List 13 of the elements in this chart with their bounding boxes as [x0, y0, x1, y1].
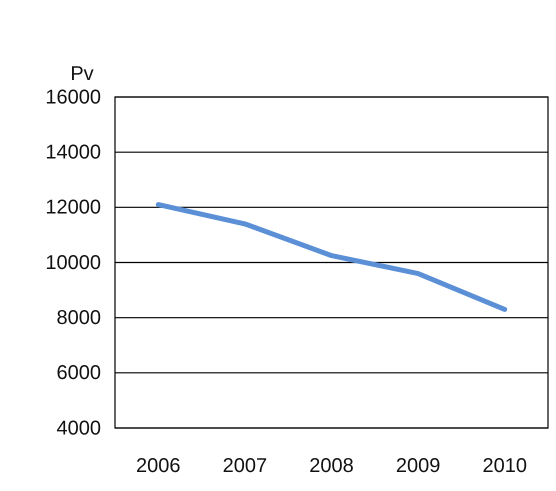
y-tick-label: 10000 — [45, 252, 101, 274]
y-tick-label: 4000 — [56, 417, 101, 440]
x-tick-label: 2007 — [222, 455, 268, 478]
x-tick-label: 2010 — [482, 455, 527, 478]
y-tick-label: 8000 — [56, 307, 101, 330]
y-tick-label: 14000 — [45, 142, 101, 164]
x-tick-label: 2006 — [136, 455, 181, 478]
x-tick-label: 2008 — [309, 455, 354, 478]
y-tick-label: 16000 — [45, 86, 101, 108]
y-tick-label: 6000 — [56, 362, 101, 384]
x-tick-label: 2009 — [396, 455, 440, 478]
y-tick-label: 12000 — [45, 196, 101, 219]
y-axis-title: Pv — [70, 63, 94, 85]
